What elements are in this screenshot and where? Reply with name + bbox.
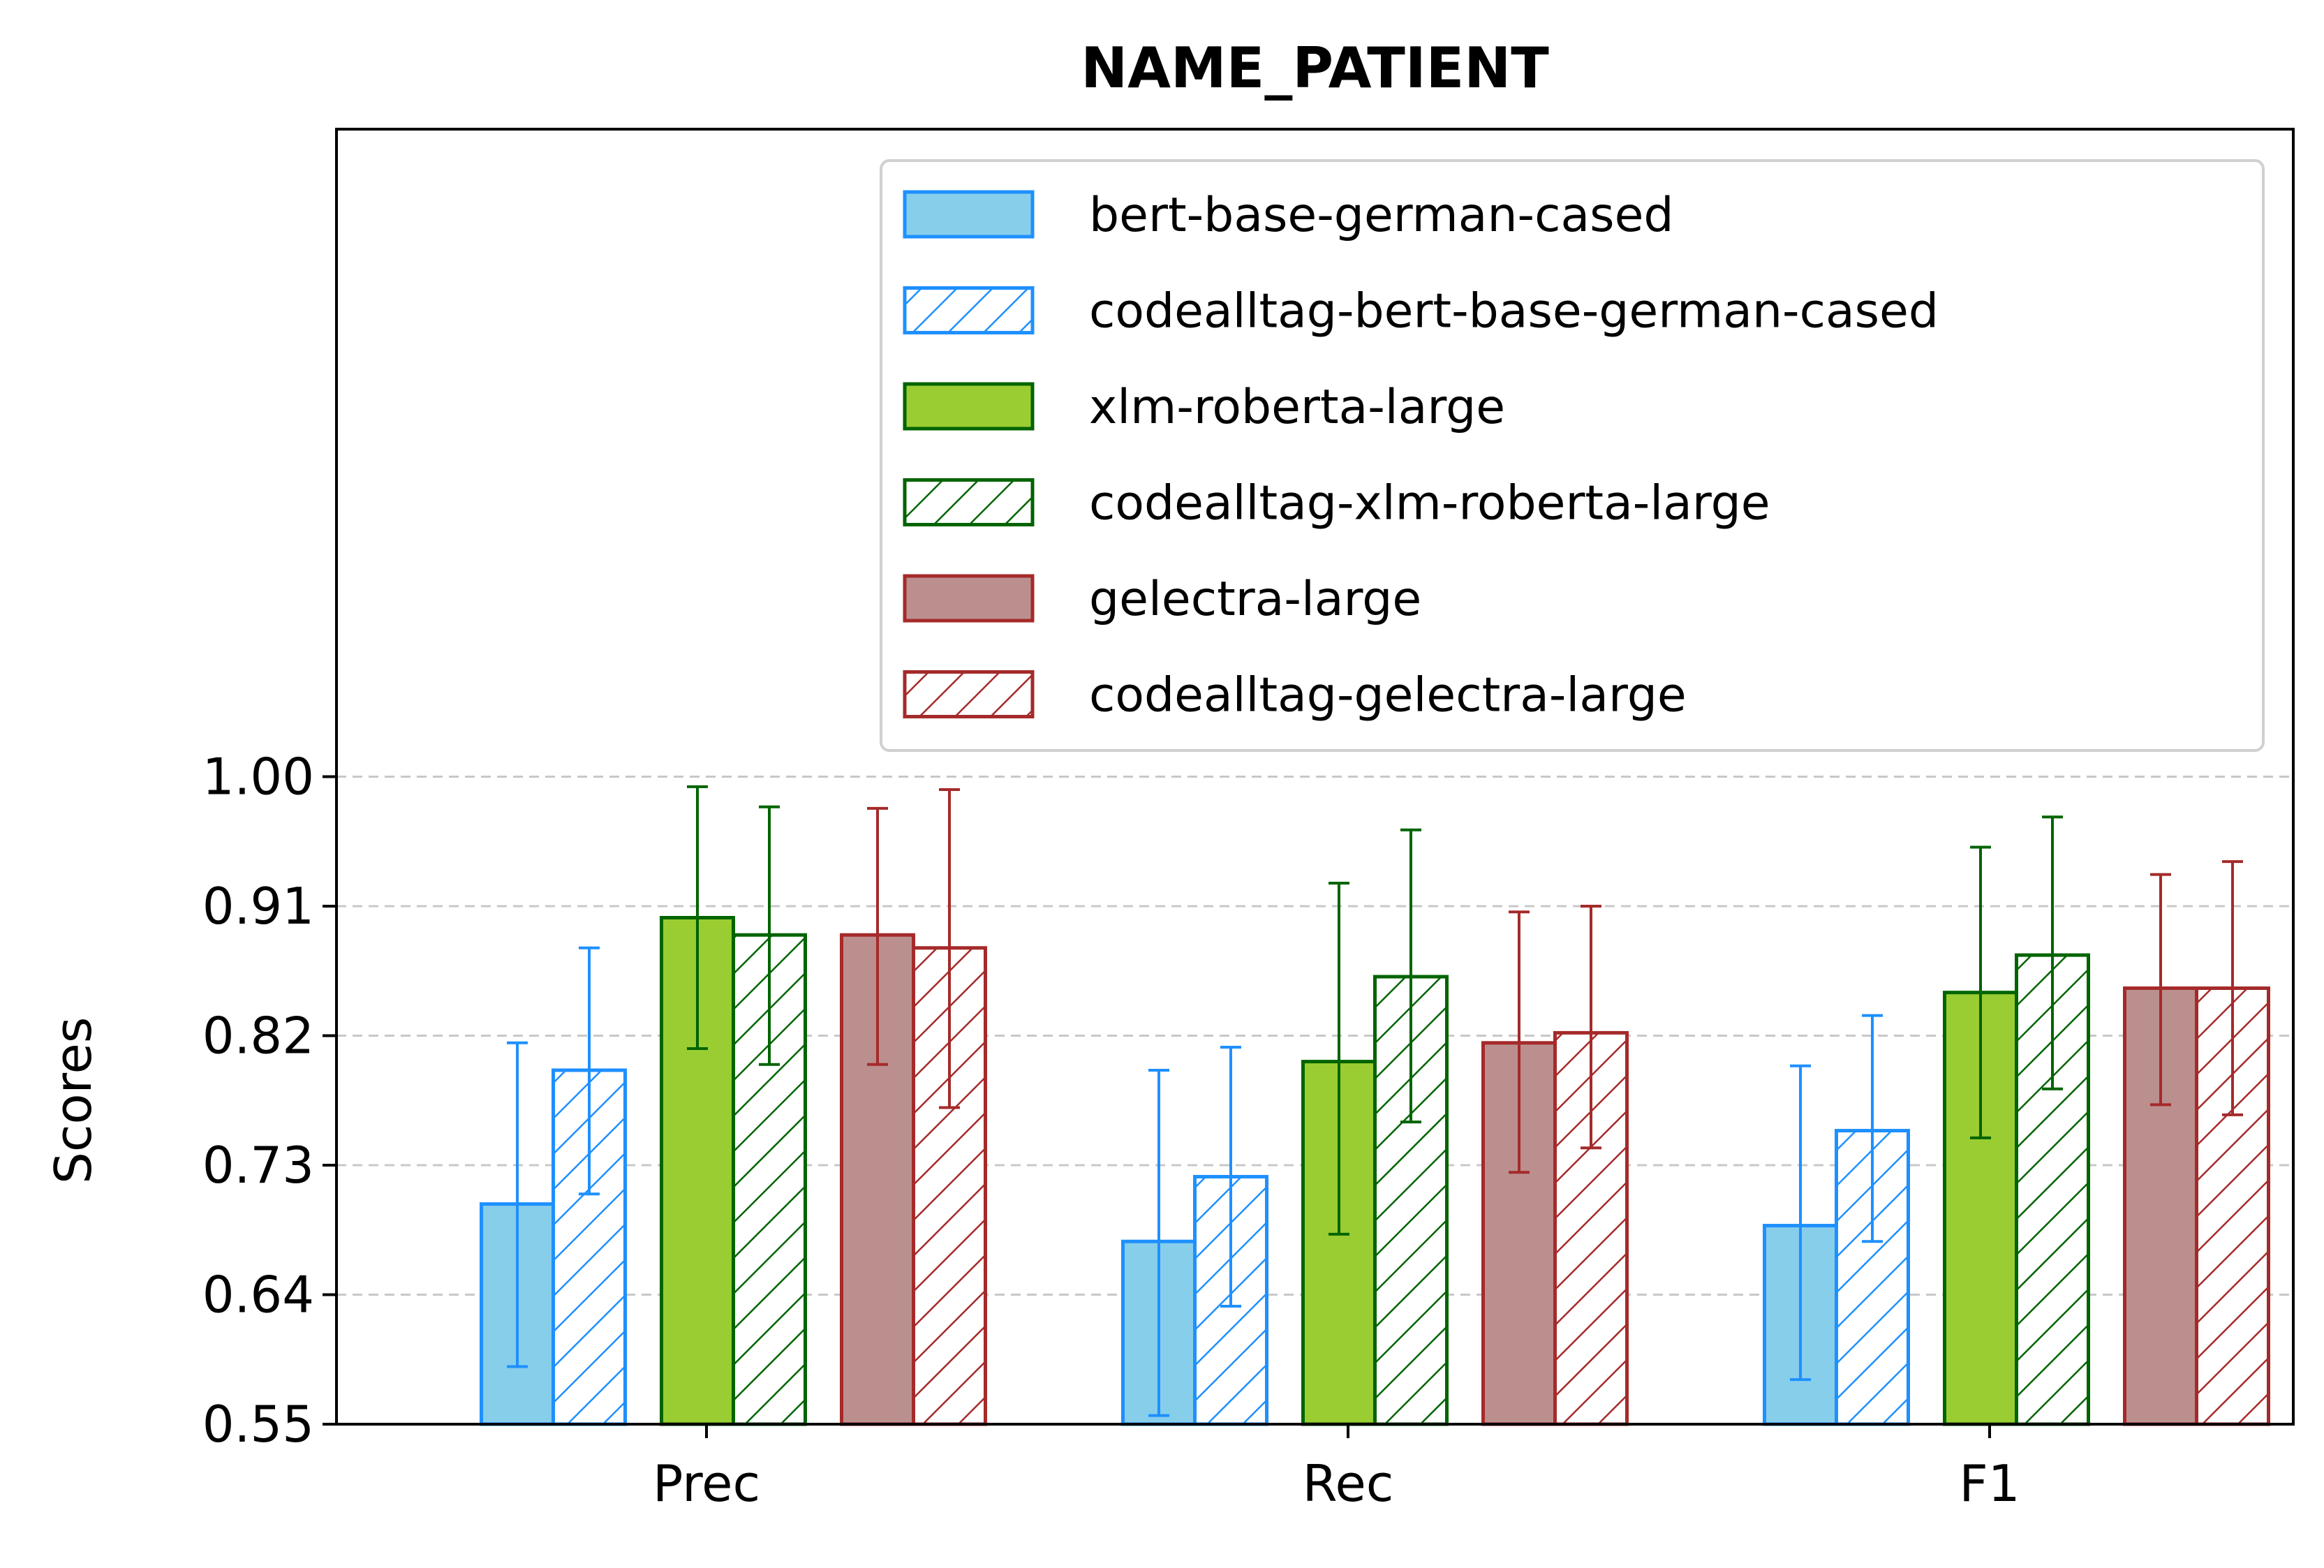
error-bar [579,946,600,1196]
error-bar [507,1041,528,1368]
y-tick-label: 0.82 [202,1007,314,1065]
legend-item: bert-base-german-cased [903,188,1674,243]
y-axis-label: Scores [44,1017,103,1184]
legend-swatch [903,574,1035,623]
error-bar [1581,905,1601,1150]
x-axis-ticks: Prec Rec F1 [653,1424,2020,1513]
legend-box [880,159,2265,752]
legend: bert-base-german-cased codealltag-bert-ba… [880,159,2265,752]
legend-label: codealltag-bert-base-german-cased [1089,284,1939,339]
legend-swatch [903,382,1035,431]
error-bar [1970,845,1991,1139]
error-bar [867,806,888,1066]
x-tick-label: Rec [1303,1454,1394,1513]
y-axis-ticks: 0.55 0.64 0.73 0.82 0.91 1.00 [202,748,336,1454]
error-bar [2150,873,2171,1107]
legend-item: codealltag-gelectra-large [903,668,1687,723]
error-bar [687,785,708,1051]
y-tick-label: 0.64 [202,1266,314,1324]
legend-label: codealltag-gelectra-large [1089,668,1687,723]
error-bar [2042,815,2063,1090]
error-bars [507,785,2243,1417]
error-bar [939,788,960,1109]
legend-item: gelectra-large [903,572,1421,627]
error-bar [1220,1045,1241,1308]
legend-swatch [903,670,1035,718]
legend-item: codealltag-xlm-roberta-large [903,476,1770,531]
x-tick-label: F1 [1959,1454,2020,1513]
legend-swatch [903,190,1035,239]
error-bar [759,805,780,1066]
legend-label: gelectra-large [1089,572,1421,627]
legend-label: xlm-roberta-large [1089,380,1505,435]
legend-swatch [903,286,1035,334]
legend-item: codealltag-bert-base-german-cased [903,284,1939,339]
x-tick-label: Prec [653,1454,760,1513]
legend-item: xlm-roberta-large [903,380,1505,435]
bars [480,915,2270,1426]
legend-label: codealltag-xlm-roberta-large [1089,476,1770,531]
error-bar [1790,1064,1811,1382]
chart-title: NAME_PATIENT [1081,36,1549,101]
error-bar [1862,1014,1883,1243]
error-bar [2222,860,2243,1116]
error-bar [1400,828,1421,1124]
y-tick-label: 0.73 [202,1136,314,1195]
error-bar [1328,882,1349,1236]
y-tick-label: 1.00 [202,748,314,806]
legend-label: bert-base-german-cased [1089,188,1674,243]
y-tick-label: 0.55 [202,1395,314,1454]
y-tick-label: 0.91 [202,877,314,935]
legend-swatch [903,478,1035,526]
error-bar [1509,910,1530,1174]
error-bar [1148,1068,1169,1417]
